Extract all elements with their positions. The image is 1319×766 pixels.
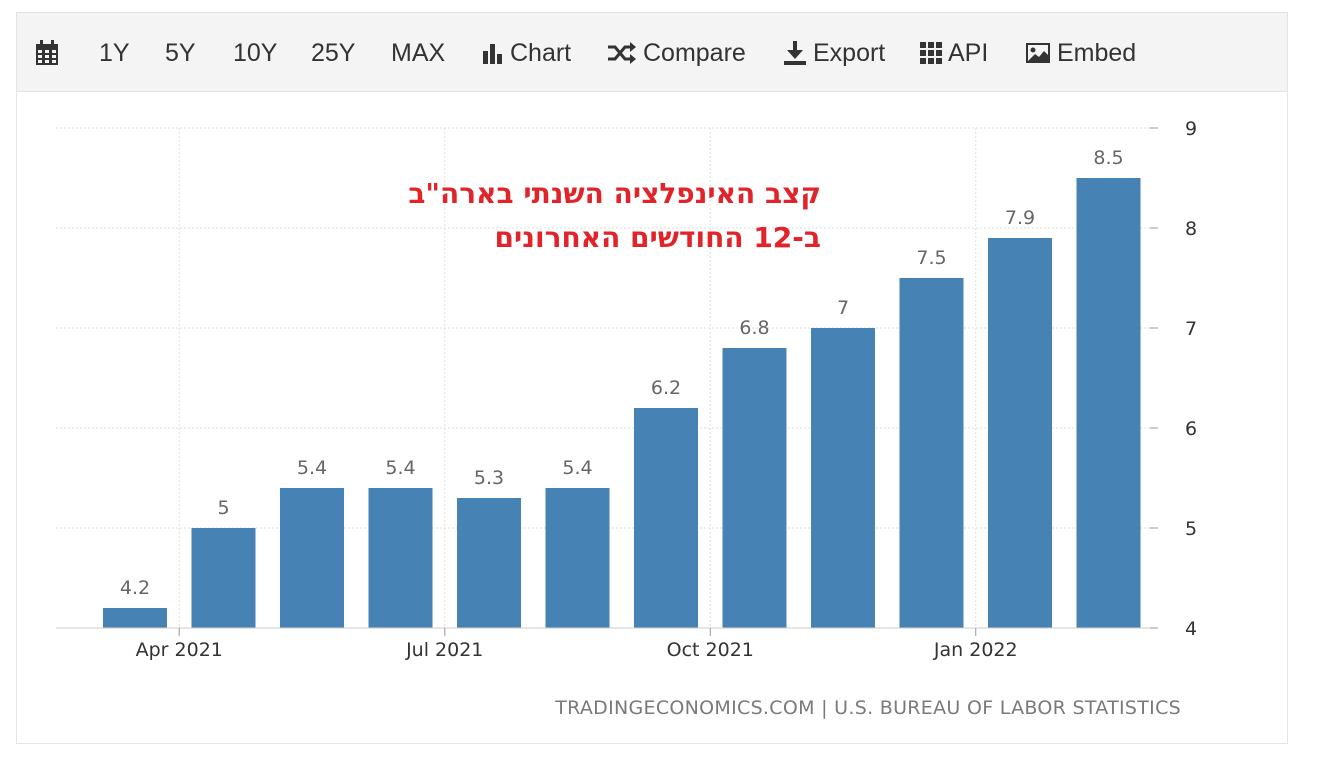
bar-value-label: 6.8 — [739, 317, 769, 339]
y-tick-label: 4 — [1185, 618, 1197, 640]
bar-value-label: 7 — [837, 297, 849, 319]
compare-label: Compare — [643, 38, 746, 67]
shuffle-icon — [608, 42, 636, 64]
y-tick-label: 6 — [1185, 418, 1197, 440]
range-10y-button[interactable]: 10Y — [233, 38, 278, 67]
grid-icon — [920, 42, 942, 64]
calendar-icon — [36, 40, 58, 65]
range-5y-button[interactable]: 5Y — [165, 38, 196, 67]
annotation: קצב האינפלציה השנתי בארה"ב ב-12 החודשים … — [408, 172, 821, 260]
chart-button[interactable]: Chart — [482, 37, 571, 69]
range-1y-button[interactable]: 1Y — [99, 38, 130, 67]
y-tick-label: 8 — [1185, 218, 1197, 240]
bar-value-label: 5.4 — [562, 457, 592, 479]
api-button[interactable]: API — [920, 37, 988, 69]
x-tick-label: Jan 2022 — [933, 639, 1018, 661]
range-max-button[interactable]: MAX — [391, 38, 446, 67]
compare-button[interactable]: Compare — [607, 37, 746, 69]
bar-value-label: 6.2 — [651, 377, 681, 399]
bar — [280, 488, 344, 628]
bar-value-label: 8.5 — [1093, 147, 1123, 169]
bar — [899, 278, 964, 628]
bar-value-label: 5.4 — [297, 457, 327, 479]
x-tick-label: Jul 2021 — [405, 639, 483, 661]
bar-value-label: 5.3 — [474, 467, 504, 489]
bar — [191, 528, 256, 628]
bar — [103, 608, 167, 628]
image-icon — [1026, 43, 1050, 63]
bar-value-label: 5.4 — [385, 457, 415, 479]
chart-label: Chart — [510, 38, 572, 67]
y-tick-label: 9 — [1185, 118, 1197, 140]
bar — [722, 348, 787, 628]
bar — [634, 408, 698, 628]
bar-value-label: 7.5 — [916, 247, 946, 269]
annotation-line-2: ב-12 החודשים האחרונים — [494, 221, 821, 254]
x-tick-label: Apr 2021 — [136, 639, 223, 661]
bars — [103, 178, 1141, 628]
bar — [988, 238, 1052, 628]
bar — [811, 328, 875, 628]
x-axis: Apr 2021 Jul 2021 Oct 2021 Jan 2022 — [56, 627, 1150, 661]
export-button[interactable]: Export — [783, 37, 885, 69]
export-label: Export — [813, 38, 886, 67]
bar — [368, 488, 433, 628]
bar — [1076, 178, 1141, 628]
bar-value-label: 5 — [217, 497, 229, 519]
source-credit: TRADINGECONOMICS.COM | U.S. BUREAU OF LA… — [555, 697, 1181, 719]
toolbar: 1Y 5Y 10Y 25Y MAX Chart Compare Export — [16, 12, 1288, 92]
x-tick-label: Oct 2021 — [667, 639, 754, 661]
y-tick-label: 5 — [1185, 518, 1197, 540]
embed-label: Embed — [1057, 38, 1137, 67]
api-label: API — [948, 38, 989, 67]
bar-value-label: 7.9 — [1005, 207, 1035, 229]
y-tick-label: 7 — [1185, 318, 1197, 340]
bar-chart-icon — [483, 44, 502, 64]
embed-button[interactable]: Embed — [1025, 37, 1136, 69]
bar — [545, 488, 610, 628]
bar — [457, 498, 521, 628]
value-labels: 4.2 5 5.4 5.4 5.3 5.4 6.2 6.8 7 7.5 7.9 8.5 — [120, 147, 1124, 599]
range-25y-button[interactable]: 25Y — [311, 38, 356, 67]
download-icon — [784, 41, 806, 65]
y-axis: 4 5 6 7 8 9 — [1150, 118, 1197, 640]
annotation-line-1: קצב האינפלציה השנתי בארה"ב — [408, 177, 821, 210]
calendar-button[interactable] — [35, 37, 65, 69]
bar-value-label: 4.2 — [120, 577, 150, 599]
